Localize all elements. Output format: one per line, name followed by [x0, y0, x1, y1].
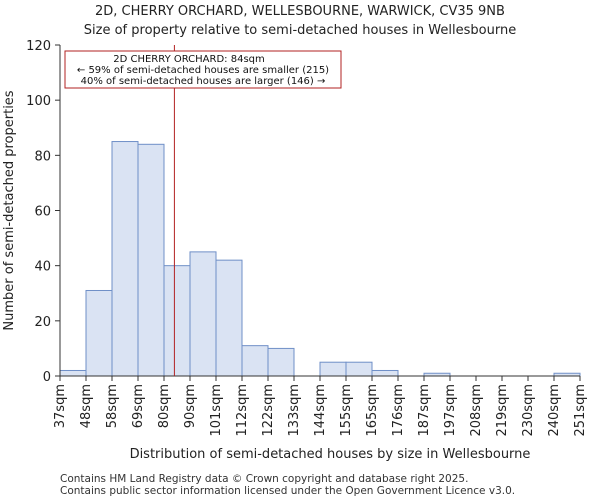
histogram-bar: [241, 345, 269, 377]
histogram-bar: [189, 251, 217, 377]
histogram-bar: [111, 141, 139, 377]
x-tick-label: 90sqm: [183, 384, 198, 428]
histogram-bar: [137, 143, 165, 377]
x-tick-label: 251sqm: [573, 384, 588, 437]
annotation-title: 2D CHERRY ORCHARD: 84sqm: [113, 54, 265, 65]
annotation-larger: 40% of semi-detached houses are larger (…: [81, 76, 326, 87]
y-tick-label: 100: [26, 94, 51, 109]
x-tick-label: 187sqm: [417, 384, 432, 437]
x-tick-label: 80sqm: [157, 384, 172, 428]
x-tick-label: 69sqm: [131, 384, 146, 428]
x-tick-label: 37sqm: [53, 384, 68, 428]
x-tick-label: 165sqm: [365, 384, 380, 437]
histogram-bar: [215, 259, 243, 377]
x-tick-label: 48sqm: [79, 384, 94, 428]
y-tick-label: 0: [43, 370, 51, 385]
x-tick-label: 101sqm: [209, 384, 224, 437]
y-tick-label: 80: [34, 149, 51, 164]
x-tick-label: 58sqm: [105, 384, 120, 428]
x-tick-label: 155sqm: [339, 384, 354, 437]
histogram-bar: [163, 265, 191, 377]
y-tick-label: 120: [26, 39, 51, 54]
histogram-bar: [59, 369, 87, 377]
histogram-bar: [267, 347, 295, 377]
x-axis-label: Distribution of semi-detached houses by …: [130, 447, 531, 462]
footer-line-1: Contains HM Land Registry data © Crown c…: [60, 473, 469, 485]
x-tick-label: 133sqm: [287, 384, 302, 437]
histogram-bar: [319, 361, 347, 377]
x-tick-label: 219sqm: [495, 384, 510, 437]
histogram-bar: [371, 369, 399, 377]
y-tick-label: 20: [34, 315, 51, 330]
x-tick-label: 240sqm: [547, 384, 562, 437]
x-tick-label: 144sqm: [313, 384, 328, 437]
y-tick-label: 60: [34, 205, 51, 220]
chart-subtitle: Size of property relative to semi-detach…: [83, 23, 517, 38]
x-tick-label: 208sqm: [469, 384, 484, 437]
x-tick-label: 176sqm: [391, 384, 406, 437]
histogram-bar: [85, 289, 113, 377]
chart-title: 2D, CHERRY ORCHARD, WELLESBOURNE, WARWIC…: [95, 4, 505, 19]
annotation-smaller: ← 59% of semi-detached houses are smalle…: [77, 65, 329, 76]
x-tick-label: 112sqm: [235, 384, 250, 437]
x-tick-label: 230sqm: [521, 384, 536, 437]
annotation-box: [64, 50, 342, 89]
x-tick-label: 122sqm: [261, 384, 276, 437]
histogram-bar: [345, 361, 373, 377]
footer-line-2: Contains public sector information licen…: [60, 485, 516, 497]
x-tick-label: 197sqm: [443, 384, 458, 437]
y-tick-label: 40: [34, 260, 51, 275]
y-axis-label: Number of semi-detached properties: [2, 90, 17, 330]
